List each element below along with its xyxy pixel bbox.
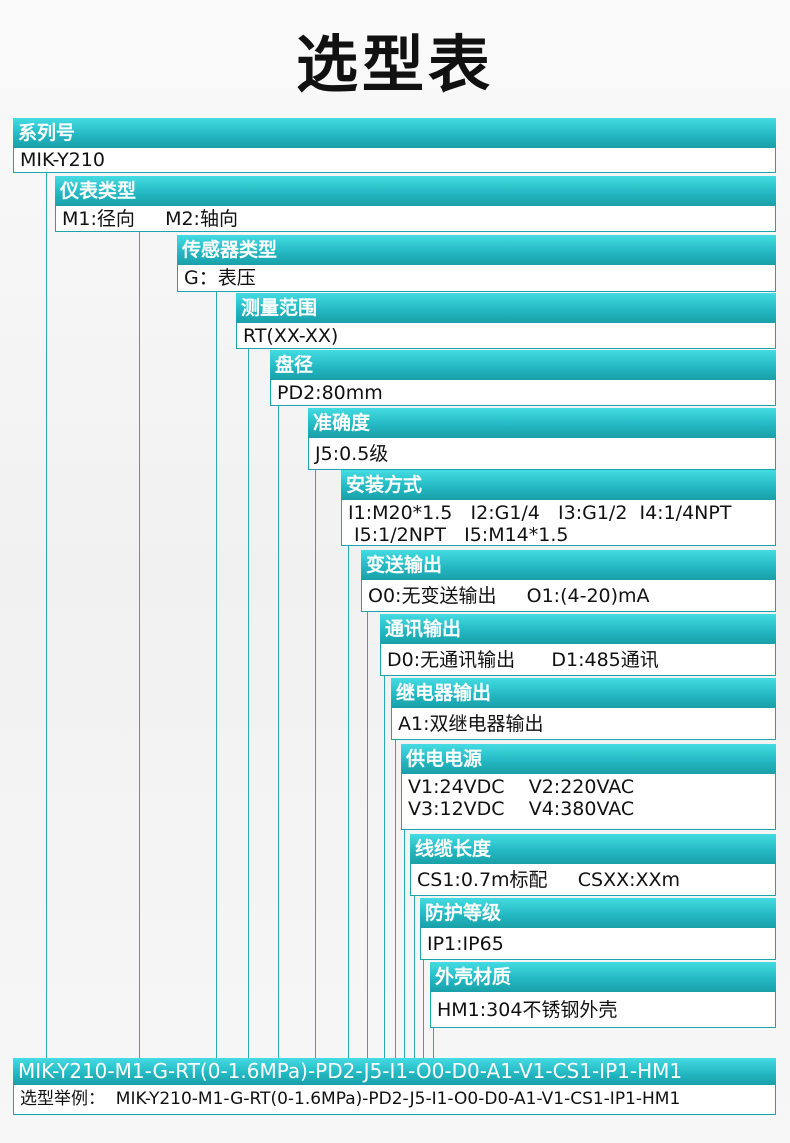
row-header: 通讯输出: [380, 614, 776, 644]
option-line: IP1:IP65: [427, 933, 504, 955]
row-3: 传感器类型 G：表压: [177, 235, 776, 292]
option-line: I5:1/2NPT I5:M14*1.5: [348, 524, 569, 546]
row-options: I1:M20*1.5 I2:G1/4 I3:G1/2 I4:1/4NPT I5:…: [341, 500, 776, 546]
row-5: 盘径 PD2:80mm: [270, 350, 776, 406]
row-options: RT(XX-XX): [236, 323, 776, 349]
row-14: 外壳材质 HM1:304不锈钢外壳: [430, 962, 776, 1028]
connector-line: [46, 173, 47, 1058]
row-header: 线缆长度: [410, 834, 776, 864]
connector-line: [248, 349, 249, 1058]
row-header: 变送输出: [361, 550, 776, 580]
row-1: 系列号 MIK-Y210: [13, 118, 776, 173]
row-header: 继电器输出: [391, 678, 776, 708]
connector-line: [367, 612, 368, 1058]
row-header: 系列号: [13, 118, 776, 148]
option-line: G：表压: [184, 267, 256, 289]
connector-line: [414, 896, 415, 1058]
connector-line: [278, 406, 279, 1058]
row-header: 防护等级: [420, 898, 776, 928]
row-header: 仪表类型: [55, 176, 776, 206]
connector-line: [423, 960, 424, 1058]
option-line: HM1:304不锈钢外壳: [437, 999, 618, 1021]
row-options: M1:径向 M2:轴向: [55, 206, 776, 232]
example-label: 选型举例： MIK-Y210-M1-G-RT(0-1.6MPa)-PD2-J5-…: [13, 1085, 776, 1115]
page-title: 选型表: [295, 28, 494, 101]
row-header: 测量范围: [236, 293, 776, 323]
row-options: A1:双继电器输出: [391, 708, 776, 740]
row-header: 准确度: [308, 408, 776, 438]
option-line: O0:无变送输出 O1:(4-20)mA: [368, 585, 650, 607]
row-4: 测量范围 RT(XX-XX): [236, 293, 776, 349]
connector-line: [139, 232, 140, 1058]
option-line: A1:双继电器输出: [398, 713, 544, 735]
row-options: O0:无变送输出 O1:(4-20)mA: [361, 580, 776, 612]
option-line: I1:M20*1.5 I2:G1/4 I3:G1/2 I4:1/4NPT: [348, 502, 732, 524]
option-line: CS1:0.7m标配 CSXX:XXm: [417, 869, 681, 891]
row-options: D0:无通讯输出 D1:485通讯: [380, 644, 776, 676]
row-header: 安装方式: [341, 470, 776, 500]
row-6: 准确度 J5:0.5级: [308, 408, 776, 470]
connector-line: [395, 740, 396, 1058]
row-11: 供电电源 V1:24VDC V2:220VAC V3:12VDC V4:380VAC: [401, 744, 776, 830]
connector-line: [433, 1028, 434, 1058]
connector-line: [315, 470, 316, 1058]
example-code: MIK-Y210-M1-G-RT(0-1.6MPa)-PD2-J5-I1-O0-…: [13, 1058, 776, 1085]
row-header: 盘径: [270, 350, 776, 380]
row-8: 变送输出 O0:无变送输出 O1:(4-20)mA: [361, 550, 776, 612]
row-header: 外壳材质: [430, 962, 776, 992]
connector-line: [348, 546, 349, 1058]
row-7: 安装方式 I1:M20*1.5 I2:G1/4 I3:G1/2 I4:1/4NPT…: [341, 470, 776, 546]
option-line: RT(XX-XX): [243, 325, 339, 347]
row-9: 通讯输出 D0:无通讯输出 D1:485通讯: [380, 614, 776, 676]
example-box: MIK-Y210-M1-G-RT(0-1.6MPa)-PD2-J5-I1-O0-…: [13, 1058, 776, 1115]
connector-line: [404, 830, 405, 1058]
row-options: PD2:80mm: [270, 380, 776, 406]
row-options: CS1:0.7m标配 CSXX:XXm: [410, 864, 776, 896]
row-options: V1:24VDC V2:220VAC V3:12VDC V4:380VAC: [401, 774, 776, 830]
option-line: D0:无通讯输出 D1:485通讯: [387, 649, 659, 671]
connector-line: [384, 676, 385, 1058]
row-options: G：表压: [177, 265, 776, 292]
row-13: 防护等级 IP1:IP65: [420, 898, 776, 960]
row-options: J5:0.5级: [308, 438, 776, 470]
row-header: 供电电源: [401, 744, 776, 774]
option-line: J5:0.5级: [315, 443, 389, 465]
row-10: 继电器输出 A1:双继电器输出: [391, 678, 776, 740]
row-options: HM1:304不锈钢外壳: [430, 992, 776, 1028]
connector-line: [216, 292, 217, 1058]
option-line: V3:12VDC V4:380VAC: [408, 798, 635, 820]
row-options: IP1:IP65: [420, 928, 776, 960]
row-2: 仪表类型 M1:径向 M2:轴向: [55, 176, 776, 232]
option-line: PD2:80mm: [277, 382, 383, 404]
option-line: MIK-Y210: [20, 149, 105, 171]
row-12: 线缆长度 CS1:0.7m标配 CSXX:XXm: [410, 834, 776, 896]
option-line: M1:径向 M2:轴向: [62, 208, 238, 230]
row-options: MIK-Y210: [13, 148, 776, 173]
row-header: 传感器类型: [177, 235, 776, 265]
option-line: V1:24VDC V2:220VAC: [408, 776, 635, 798]
